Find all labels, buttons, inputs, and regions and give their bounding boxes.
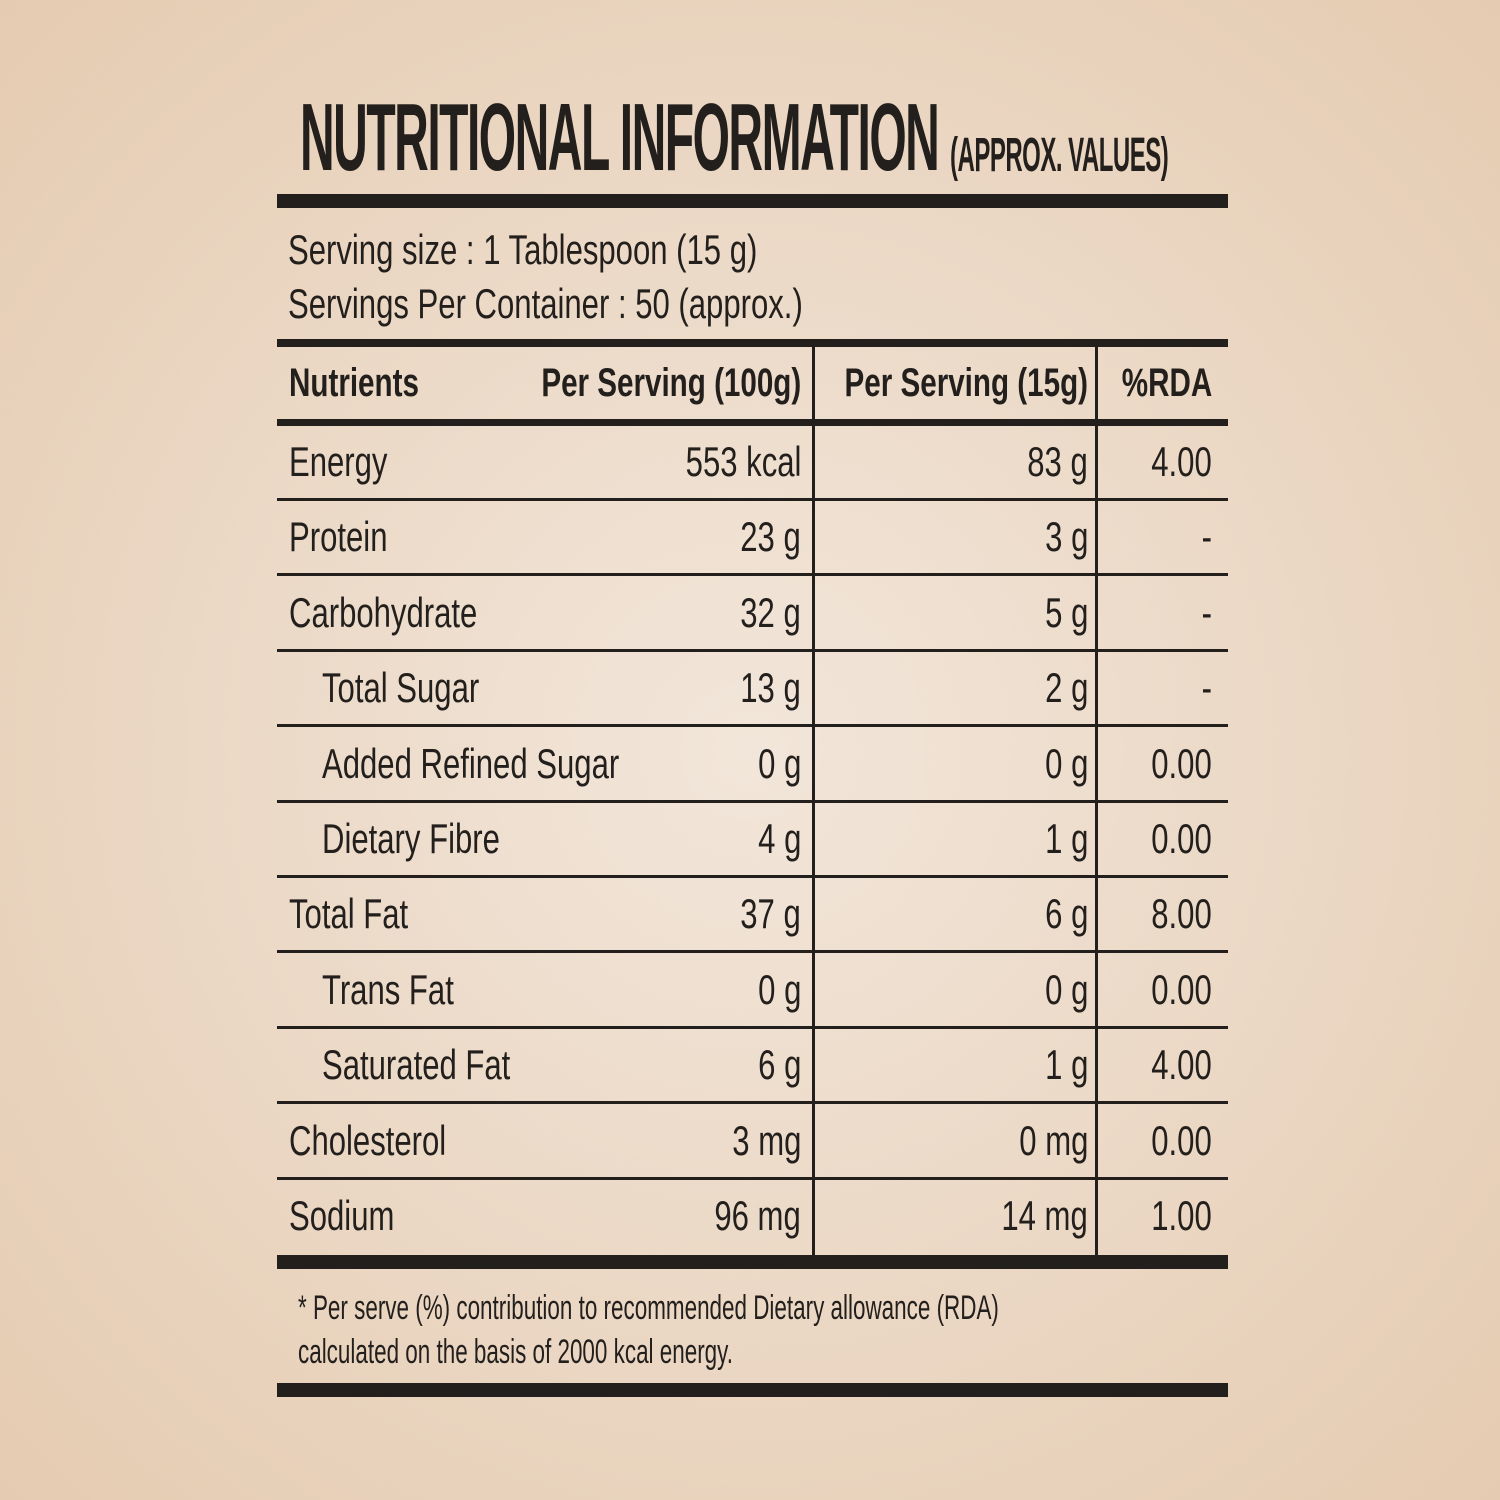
row-divider xyxy=(277,573,1228,577)
per-15g-value: 14 mg xyxy=(1001,1192,1088,1239)
per-15g-value: 83 g xyxy=(1027,438,1088,485)
per-15g-value: 3 g xyxy=(1044,513,1088,561)
row-divider xyxy=(277,498,1228,501)
row-divider xyxy=(277,1176,1228,1180)
per-100g-value: 32 g xyxy=(740,588,801,636)
header-per-15g: Per Serving (15g) xyxy=(844,361,1088,405)
per-100g-value: 13 g xyxy=(740,664,801,712)
column-divider xyxy=(812,346,815,1258)
serving-size-text: Serving size : 1 Tablespoon (15 g) xyxy=(288,226,758,273)
row-divider xyxy=(277,648,1228,652)
per-100g-value: 6 g xyxy=(757,1041,801,1089)
nutrient-name: Dietary Fibre xyxy=(322,815,500,862)
table-top-rule xyxy=(277,339,1228,347)
row-divider xyxy=(277,1025,1228,1029)
per-100g-value: 0 g xyxy=(757,965,801,1013)
per-100g-value: 553 kcal xyxy=(685,438,801,485)
nutrient-name: Carbohydrate xyxy=(289,588,478,636)
table-header-row: Nutrients Per Serving (100g) Per Serving… xyxy=(277,347,1228,422)
nutrient-name: Trans Fat xyxy=(322,965,454,1013)
per-15g-value: 0 g xyxy=(1044,965,1088,1013)
table-row: Added Refined Sugar 0 g 0 g 0.00 xyxy=(277,728,1228,803)
per-15g-value: 1 g xyxy=(1044,1041,1088,1089)
label-subtitle: (APPROX. VALUES) xyxy=(950,128,1386,184)
per-15g-value: 0 g xyxy=(1044,739,1088,787)
title-text: NUTRITIONAL INFORMATION xyxy=(300,84,940,191)
table-row: Total Fat 37 g 6 g 8.00 xyxy=(277,878,1228,954)
servings-per-container: Servings Per Container : 50 (approx.) xyxy=(288,280,984,328)
subtitle-text: (APPROX. VALUES) xyxy=(950,129,1169,182)
footnote-line-2: calculated on the basis of 2000 kcal ene… xyxy=(298,1333,733,1371)
table-row: Cholesterol 3 mg 0 mg 0.00 xyxy=(277,1105,1228,1180)
per-100g-value: 37 g xyxy=(740,890,801,938)
rda-value: - xyxy=(1201,513,1212,561)
nutrient-name: Energy xyxy=(289,438,388,485)
header-rule xyxy=(277,419,1228,426)
per-15g-value: 5 g xyxy=(1044,588,1088,636)
rda-value: 1.00 xyxy=(1151,1192,1212,1239)
rda-value: 8.00 xyxy=(1151,890,1212,938)
nutrient-name: Total Fat xyxy=(289,890,409,938)
rda-value: 0.00 xyxy=(1151,1116,1212,1164)
nutrient-name: Protein xyxy=(289,513,388,561)
header-nutrients: Nutrients xyxy=(289,361,419,405)
rda-value: 4.00 xyxy=(1151,1041,1212,1089)
per-15g-value: 0 mg xyxy=(1018,1116,1088,1164)
per-15g-value: 6 g xyxy=(1044,890,1088,938)
table-bottom-rule xyxy=(277,1255,1228,1269)
per-15g-value: 2 g xyxy=(1044,664,1088,712)
nutrient-name: Total Sugar xyxy=(322,664,480,712)
nutrient-name: Cholesterol xyxy=(289,1116,447,1164)
table-row: Dietary Fibre 4 g 1 g 0.00 xyxy=(277,803,1228,878)
rda-value: 4.00 xyxy=(1151,438,1212,485)
per-100g-value: 3 mg xyxy=(731,1116,801,1164)
row-divider xyxy=(277,1101,1228,1105)
nutrient-name: Sodium xyxy=(289,1192,395,1239)
bottom-rule xyxy=(277,1383,1228,1397)
header-per-100g: Per Serving (100g) xyxy=(541,361,801,405)
table-row: Saturated Fat 6 g 1 g 4.00 xyxy=(277,1029,1228,1105)
row-divider xyxy=(277,950,1228,954)
table-row: Total Sugar 13 g 2 g - xyxy=(277,652,1228,728)
servings-per-container-text: Servings Per Container : 50 (approx.) xyxy=(288,280,803,327)
table-row: Carbohydrate 32 g 5 g - xyxy=(277,577,1228,652)
per-100g-value: 0 g xyxy=(757,739,801,787)
table-row: Energy 553 kcal 83 g 4.00 xyxy=(277,426,1228,501)
serving-size: Serving size : 1 Tablespoon (15 g) xyxy=(288,226,922,274)
per-100g-value: 4 g xyxy=(757,815,801,862)
nutrient-name: Saturated Fat xyxy=(322,1041,511,1089)
rda-value: - xyxy=(1201,588,1212,636)
rda-value: 0.00 xyxy=(1151,739,1212,787)
top-rule xyxy=(277,194,1228,208)
table-row: Protein 23 g 3 g - xyxy=(277,501,1228,577)
rda-value: - xyxy=(1201,664,1212,712)
table-row: Sodium 96 mg 14 mg 1.00 xyxy=(277,1180,1228,1255)
label-title: NUTRITIONAL INFORMATION xyxy=(300,88,1500,188)
per-15g-value: 1 g xyxy=(1044,815,1088,862)
per-100g-value: 23 g xyxy=(740,513,801,561)
header-rda: %RDA xyxy=(1121,361,1212,405)
row-divider xyxy=(277,724,1228,728)
column-divider xyxy=(1095,346,1098,1258)
per-100g-value: 96 mg xyxy=(714,1192,801,1239)
row-divider xyxy=(277,799,1228,803)
nutrient-name: Added Refined Sugar xyxy=(322,739,620,787)
footnote-line-1: * Per serve (%) contribution to recommen… xyxy=(298,1289,999,1327)
rda-value: 0.00 xyxy=(1151,965,1212,1013)
table-row: Trans Fat 0 g 0 g 0.00 xyxy=(277,954,1228,1029)
row-divider xyxy=(277,875,1228,878)
rda-value: 0.00 xyxy=(1151,815,1212,862)
